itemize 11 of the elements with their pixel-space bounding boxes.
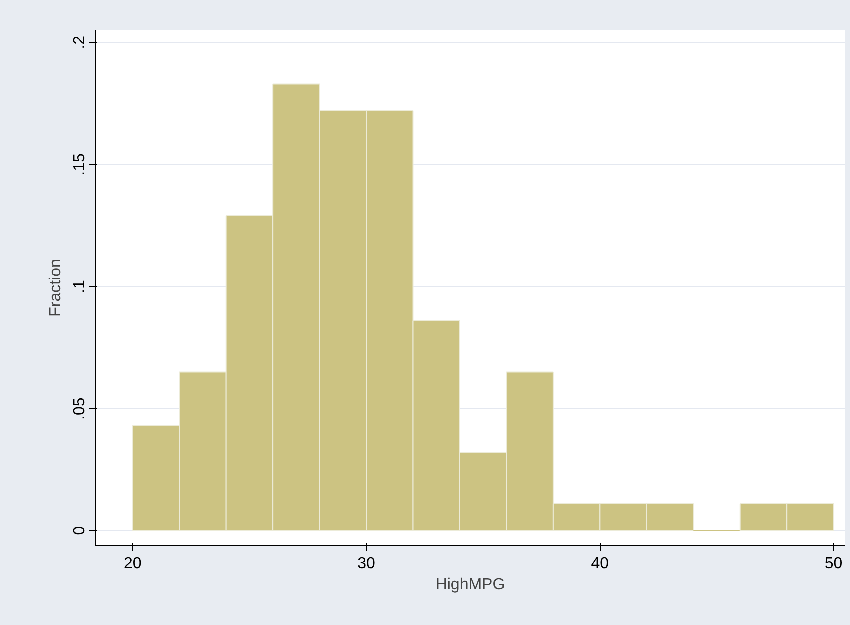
y-tick-label: 0	[72, 526, 88, 536]
y-tick-label: .2	[72, 36, 88, 50]
y-tick-label: .05	[72, 398, 88, 420]
y-tick-label: .1	[72, 280, 88, 294]
x-tick-label: 40	[591, 556, 610, 572]
y-tick-label: .15	[72, 154, 88, 176]
x-tick-label: 50	[824, 556, 843, 572]
x-axis-title: HighMPG	[436, 576, 506, 594]
x-tick-label: 20	[124, 556, 142, 572]
x-tick-label: 30	[358, 556, 376, 572]
y-axis-title: Fraction	[48, 259, 64, 317]
